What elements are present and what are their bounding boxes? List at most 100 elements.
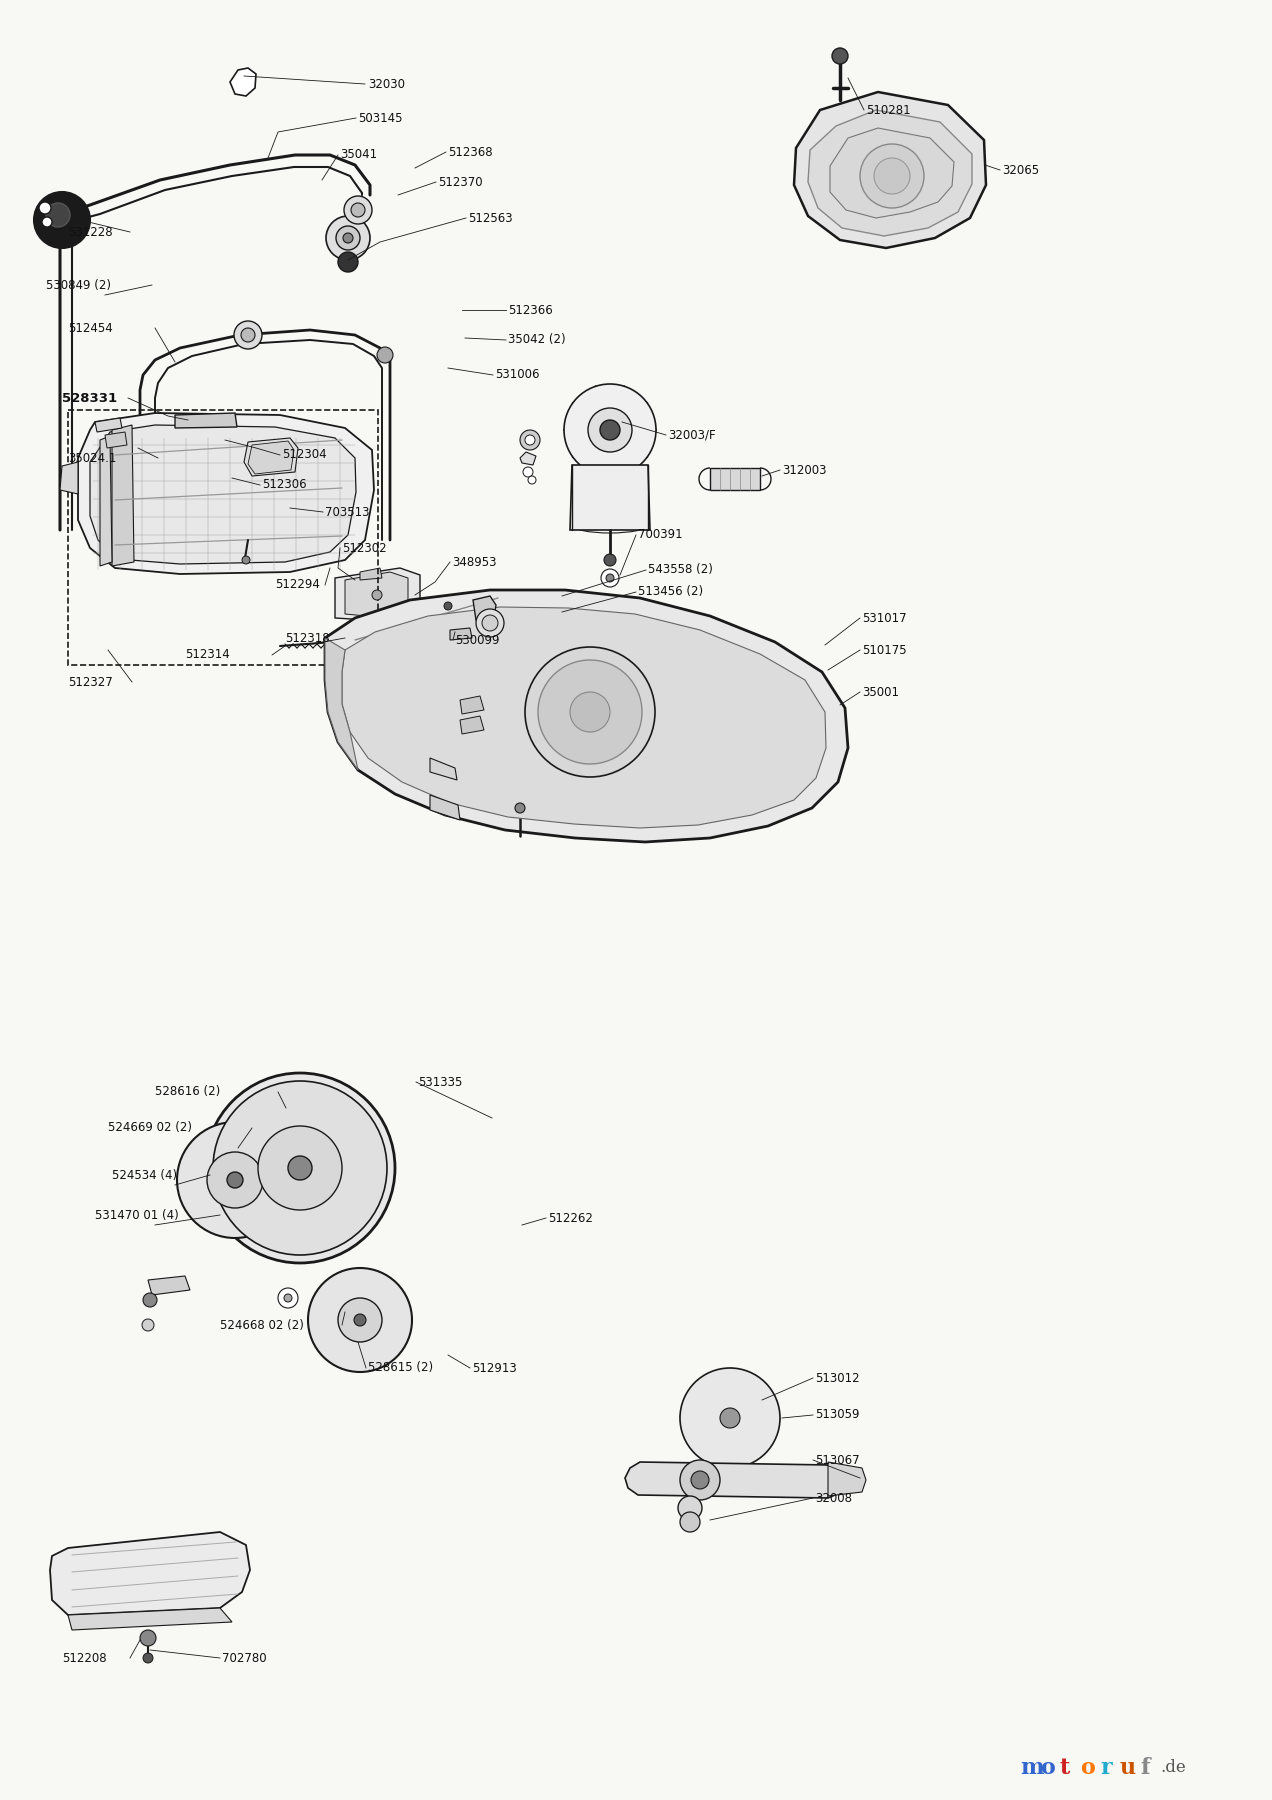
Polygon shape xyxy=(90,425,356,563)
Text: 702780: 702780 xyxy=(223,1652,267,1665)
Text: 528615 (2): 528615 (2) xyxy=(368,1361,434,1375)
Text: 348953: 348953 xyxy=(452,556,496,569)
Circle shape xyxy=(258,1127,342,1210)
Text: 531228: 531228 xyxy=(67,225,113,238)
Polygon shape xyxy=(60,463,78,493)
Circle shape xyxy=(177,1121,293,1238)
Text: m: m xyxy=(1020,1757,1043,1778)
Polygon shape xyxy=(794,92,986,248)
Text: 512302: 512302 xyxy=(342,542,387,554)
Text: 524668 02 (2): 524668 02 (2) xyxy=(220,1318,304,1332)
Text: f: f xyxy=(1140,1757,1150,1778)
Polygon shape xyxy=(430,758,457,779)
Circle shape xyxy=(338,1298,382,1343)
Polygon shape xyxy=(728,1426,743,1469)
Polygon shape xyxy=(112,425,134,565)
Text: 512306: 512306 xyxy=(262,479,307,491)
Text: 512318: 512318 xyxy=(285,632,329,644)
Circle shape xyxy=(140,1631,156,1645)
Polygon shape xyxy=(148,1276,190,1294)
Text: 32030: 32030 xyxy=(368,77,404,90)
Polygon shape xyxy=(695,1373,728,1411)
Polygon shape xyxy=(460,716,485,734)
Text: 528331: 528331 xyxy=(62,392,117,405)
Text: 524534 (4): 524534 (4) xyxy=(112,1168,177,1181)
Text: 543558 (2): 543558 (2) xyxy=(647,563,712,576)
Circle shape xyxy=(308,1267,412,1372)
Circle shape xyxy=(42,218,52,227)
Polygon shape xyxy=(450,628,472,641)
Text: 32008: 32008 xyxy=(815,1492,852,1505)
Polygon shape xyxy=(717,1368,733,1409)
Polygon shape xyxy=(738,1406,780,1420)
Text: 512262: 512262 xyxy=(548,1211,593,1224)
Polygon shape xyxy=(541,590,562,605)
Text: 531335: 531335 xyxy=(418,1075,463,1089)
Circle shape xyxy=(588,409,632,452)
Polygon shape xyxy=(430,623,469,634)
Polygon shape xyxy=(326,590,848,842)
Polygon shape xyxy=(740,1388,762,1417)
Circle shape xyxy=(343,232,354,243)
Text: 531470 01 (4): 531470 01 (4) xyxy=(95,1208,179,1222)
Polygon shape xyxy=(67,1607,232,1631)
Text: 531017: 531017 xyxy=(862,612,907,625)
Polygon shape xyxy=(106,432,127,448)
Polygon shape xyxy=(430,796,460,821)
Circle shape xyxy=(351,203,365,218)
Circle shape xyxy=(371,590,382,599)
Text: 512454: 512454 xyxy=(67,322,113,335)
Text: o: o xyxy=(1040,1757,1054,1778)
Polygon shape xyxy=(95,418,122,432)
Circle shape xyxy=(720,1408,740,1427)
Text: 531006: 531006 xyxy=(495,369,539,382)
Bar xyxy=(67,410,378,664)
Circle shape xyxy=(39,202,51,214)
Polygon shape xyxy=(100,436,112,565)
Text: 512327: 512327 xyxy=(67,675,113,688)
Circle shape xyxy=(226,1172,243,1188)
Circle shape xyxy=(212,1082,387,1255)
Circle shape xyxy=(207,1152,263,1208)
Circle shape xyxy=(570,691,611,733)
Text: 513456 (2): 513456 (2) xyxy=(639,585,703,598)
Polygon shape xyxy=(345,572,408,617)
Circle shape xyxy=(287,1156,312,1181)
Polygon shape xyxy=(703,1426,726,1467)
Polygon shape xyxy=(335,569,420,623)
Polygon shape xyxy=(682,1391,724,1415)
Polygon shape xyxy=(342,607,826,828)
Circle shape xyxy=(234,320,262,349)
Text: 512563: 512563 xyxy=(468,212,513,225)
Circle shape xyxy=(860,144,923,209)
Polygon shape xyxy=(326,637,357,770)
Circle shape xyxy=(520,430,541,450)
Circle shape xyxy=(444,601,452,610)
Text: o: o xyxy=(1080,1757,1095,1778)
Polygon shape xyxy=(828,1462,866,1496)
Circle shape xyxy=(142,1319,154,1330)
Polygon shape xyxy=(710,468,759,490)
Circle shape xyxy=(678,1496,702,1519)
Polygon shape xyxy=(681,1415,722,1431)
Circle shape xyxy=(242,556,251,563)
Polygon shape xyxy=(808,110,972,236)
Polygon shape xyxy=(78,412,374,574)
Circle shape xyxy=(205,1073,396,1264)
Polygon shape xyxy=(686,1420,722,1453)
Text: 703513: 703513 xyxy=(326,506,369,518)
Polygon shape xyxy=(360,569,382,580)
Circle shape xyxy=(691,1471,709,1489)
Circle shape xyxy=(343,196,371,223)
Text: 530099: 530099 xyxy=(455,634,500,646)
Polygon shape xyxy=(831,128,954,218)
Text: 524669 02 (2): 524669 02 (2) xyxy=(108,1121,192,1134)
Circle shape xyxy=(377,347,393,364)
Circle shape xyxy=(515,803,525,814)
Circle shape xyxy=(538,661,642,763)
Text: 512913: 512913 xyxy=(472,1361,516,1375)
Text: 700391: 700391 xyxy=(639,529,683,542)
Text: 35024.1: 35024.1 xyxy=(67,452,116,464)
Polygon shape xyxy=(736,1382,775,1417)
Text: 513067: 513067 xyxy=(815,1454,860,1467)
